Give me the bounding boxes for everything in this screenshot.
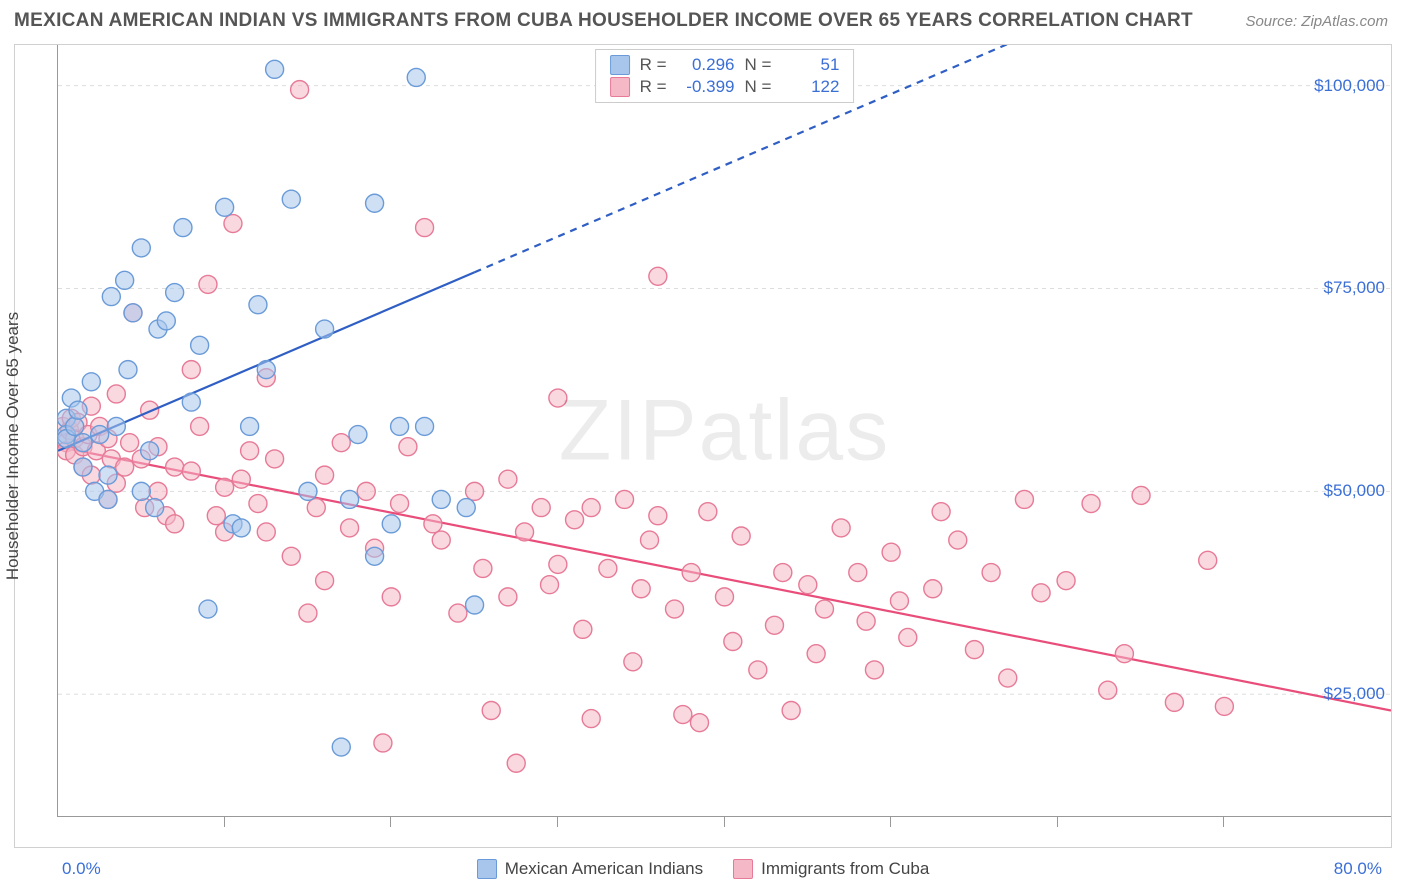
x-tick bbox=[1223, 817, 1224, 827]
legend-item-1: Immigrants from Cuba bbox=[733, 859, 929, 879]
y-tick-label: $25,000 bbox=[1324, 684, 1385, 704]
chart-svg bbox=[58, 45, 1391, 816]
x-tick bbox=[890, 817, 891, 827]
stat-r-1: -0.399 bbox=[677, 77, 735, 97]
x-tick bbox=[390, 817, 391, 827]
x-tick bbox=[724, 817, 725, 827]
stat-label-n: N = bbox=[745, 55, 772, 75]
swatch-series-0 bbox=[610, 55, 630, 75]
stat-label-r: R = bbox=[640, 77, 667, 97]
y-tick-label: $50,000 bbox=[1324, 481, 1385, 501]
stat-r-0: 0.296 bbox=[677, 55, 735, 75]
y-tick-label: $100,000 bbox=[1314, 76, 1385, 96]
chart-title: MEXICAN AMERICAN INDIAN VS IMMIGRANTS FR… bbox=[14, 10, 1193, 32]
stat-label-n: N = bbox=[745, 77, 772, 97]
stat-n-1: 122 bbox=[781, 77, 839, 97]
y-tick-label: $75,000 bbox=[1324, 278, 1385, 298]
chart-footer: 0.0% Mexican American Indians Immigrants… bbox=[14, 852, 1392, 886]
bottom-legend: Mexican American Indians Immigrants from… bbox=[477, 859, 930, 879]
swatch-series-1 bbox=[610, 77, 630, 97]
stats-row-0: R = 0.296 N = 51 bbox=[610, 54, 840, 76]
plot-area: ZIPatlas R = 0.296 N = 51 R = -0.399 N =… bbox=[57, 45, 1391, 817]
stat-n-0: 51 bbox=[781, 55, 839, 75]
legend-label-0: Mexican American Indians bbox=[505, 859, 703, 879]
swatch-series-1 bbox=[733, 859, 753, 879]
chart-header: MEXICAN AMERICAN INDIAN VS IMMIGRANTS FR… bbox=[0, 0, 1406, 40]
stats-row-1: R = -0.399 N = 122 bbox=[610, 76, 840, 98]
chart-source: Source: ZipAtlas.com bbox=[1245, 13, 1388, 30]
legend-label-1: Immigrants from Cuba bbox=[761, 859, 929, 879]
legend-item-0: Mexican American Indians bbox=[477, 859, 703, 879]
x-tick bbox=[557, 817, 558, 827]
stat-label-r: R = bbox=[640, 55, 667, 75]
x-tick bbox=[1057, 817, 1058, 827]
x-axis-min-label: 0.0% bbox=[62, 859, 101, 879]
y-axis-label: Householder Income Over 65 years bbox=[3, 312, 23, 580]
swatch-series-0 bbox=[477, 859, 497, 879]
x-axis-max-label: 80.0% bbox=[1334, 859, 1382, 879]
x-tick bbox=[224, 817, 225, 827]
stats-legend-box: R = 0.296 N = 51 R = -0.399 N = 122 bbox=[595, 49, 855, 103]
chart-container: Householder Income Over 65 years ZIPatla… bbox=[14, 44, 1392, 848]
